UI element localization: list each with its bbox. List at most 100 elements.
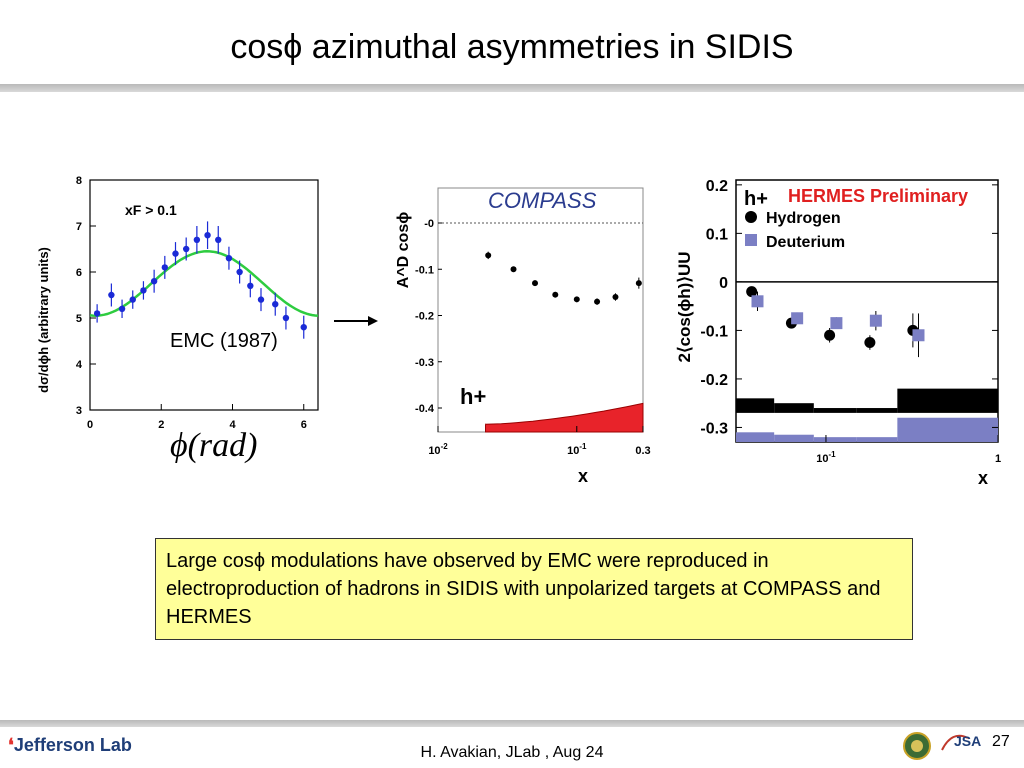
emc-ytick-label: 8 [76, 175, 82, 187]
compass-data-point [573, 296, 580, 303]
hermes-deuterium-band [856, 437, 898, 442]
hermes-xtick-label: 1 [995, 453, 1001, 465]
footer-divider [0, 720, 1024, 727]
compass-data-point [510, 266, 517, 273]
emc-xtick-label: 0 [87, 419, 93, 431]
emc-data-point [236, 268, 243, 276]
hermes-ytick-label: 0.2 [706, 178, 728, 195]
jsa-logo: JSA [938, 728, 992, 763]
hermes-ylabel: 2⟨cos(ϕh)⟩UU [675, 251, 694, 362]
hermes-ytick-label: 0 [719, 275, 728, 292]
emc-ylabel: dσ/dϕh (arbitrary units) [36, 247, 51, 393]
emc-fit-curve [89, 250, 319, 317]
hermes-deuterium-point [869, 314, 882, 327]
hermes-legend-deuterium-marker [745, 234, 757, 246]
hermes-legend-hydrogen-marker [745, 211, 757, 223]
emc-data-point [150, 278, 158, 285]
hermes-systematic-bands [736, 388, 998, 442]
doe-seal-icon [903, 732, 931, 760]
hermes-xtick-label: 10-1 [816, 450, 836, 465]
compass-xtick-label: 10-1 [567, 442, 587, 457]
compass-data-point [552, 291, 559, 298]
arrow-icon [334, 316, 378, 326]
compass-ytick-label: -0.4 [415, 403, 435, 415]
hermes-chart: 2⟨cos(ϕh)⟩UU HERMES Preliminary h+ Hydro… [675, 178, 1001, 488]
hermes-panel: 2⟨cos(ϕh)⟩UU HERMES Preliminary h+ Hydro… [668, 172, 1013, 497]
emc-ticks: 0 2 4 6 3 4 5 6 7 8 [76, 175, 307, 431]
emc-data-point [161, 264, 169, 271]
hermes-legend-deuterium: Deuterium [766, 234, 845, 251]
hermes-deuterium-band [774, 434, 814, 442]
compass-data-point [635, 280, 642, 287]
hermes-deuterium-point [751, 295, 764, 308]
hermes-ticks: 10-1 1 0.2 0.1 0 -0.1 -0.2 -0.3 [700, 178, 1001, 465]
emc-xtick-label: 2 [158, 419, 164, 431]
hermes-ytick-label: 0.1 [706, 226, 728, 243]
hermes-xlabel: x [978, 468, 988, 488]
jsa-text: JSA [954, 733, 981, 749]
hermes-hydrogen-point [824, 329, 836, 341]
hermes-hydrogen-band [897, 388, 998, 413]
compass-xlabel: x [578, 466, 588, 486]
emc-ytick-label: 5 [76, 313, 82, 325]
footer-text: H. Avakian, JLab , Aug 24 [420, 744, 604, 761]
compass-ytick-label: -0.3 [415, 357, 434, 369]
emc-data-point [140, 287, 147, 294]
hermes-deuterium-band [813, 437, 857, 442]
hermes-hydrogen-point [746, 286, 758, 298]
hermes-deuterium-point [830, 317, 843, 330]
phi-axis-label: ϕ(rad) [170, 427, 258, 464]
logo-text: Jefferson Lab [13, 735, 132, 755]
compass-ytick-label: -0 [424, 218, 434, 230]
jefferson-lab-logo: ❛Jefferson Lab [8, 735, 132, 755]
hermes-deuterium-band [897, 417, 998, 442]
emc-data-point [182, 245, 190, 253]
emc-frame [89, 179, 319, 411]
emc-ytick-label: 6 [76, 267, 82, 279]
emc-data-point [225, 255, 233, 262]
emc-xtick-label: 4 [229, 419, 236, 431]
hermes-hydrogen-band [736, 398, 775, 413]
hermes-points [746, 286, 925, 358]
emc-xtick-label: 6 [301, 419, 307, 431]
page-number: 27 [992, 733, 1010, 750]
emc-ytick-label: 4 [76, 359, 83, 371]
emc-ytick-label: 7 [76, 221, 82, 233]
emc-points [93, 221, 307, 339]
emc-data-point [108, 291, 115, 299]
emc-data-point [204, 232, 211, 239]
compass-data-point [594, 298, 601, 305]
summary-note: Large cosϕ modulations have observed by … [155, 538, 913, 640]
emc-data-point [118, 305, 126, 312]
compass-annotation: h+ [460, 384, 486, 409]
compass-points [485, 251, 642, 305]
emc-data-point [215, 236, 222, 243]
emc-ytick-label: 3 [76, 405, 82, 417]
hermes-title: HERMES Preliminary [788, 186, 968, 206]
hermes-hydrogen-band [856, 408, 898, 413]
hermes-ytick-label: -0.1 [700, 323, 728, 340]
compass-xtick-label: 0.3 [635, 445, 650, 457]
emc-label: EMC (1987) [170, 330, 278, 352]
emc-annotation: xF > 0.1 [125, 202, 177, 218]
emc-panel: 0 2 4 6 3 4 5 6 7 8 dσ/dϕh (arbitrary units) xF >… [30, 160, 330, 445]
hermes-ytick-label: -0.2 [700, 372, 728, 389]
hermes-legend-hydrogen: Hydrogen [766, 210, 841, 227]
emc-data-point [272, 301, 279, 308]
compass-chart: COMPASS A^D cosϕ h+ x 10-2 10-1 0.3 -0 -0.1 -… [395, 187, 651, 486]
compass-data-point [532, 280, 539, 287]
hermes-deuterium-point [791, 312, 804, 325]
emc-data-point [300, 324, 307, 331]
compass-data-point [485, 252, 492, 259]
compass-title: COMPASS [488, 188, 597, 213]
emc-chart: 0 2 4 6 3 4 5 6 7 8 dσ/dϕh (arbitrary units) xF >… [36, 175, 319, 431]
hermes-deuterium-point [912, 329, 925, 342]
compass-systematic-band [485, 402, 644, 433]
hermes-ytick-label: -0.3 [700, 420, 728, 437]
hermes-hydrogen-band [813, 408, 857, 413]
compass-panel: COMPASS A^D cosϕ h+ x 10-2 10-1 0.3 -0 -0.1 -… [378, 180, 658, 495]
emc-data-point [129, 296, 136, 303]
emc-data-point [282, 314, 290, 322]
emc-data-point [257, 296, 265, 303]
compass-ytick-label: -0.1 [415, 264, 434, 276]
